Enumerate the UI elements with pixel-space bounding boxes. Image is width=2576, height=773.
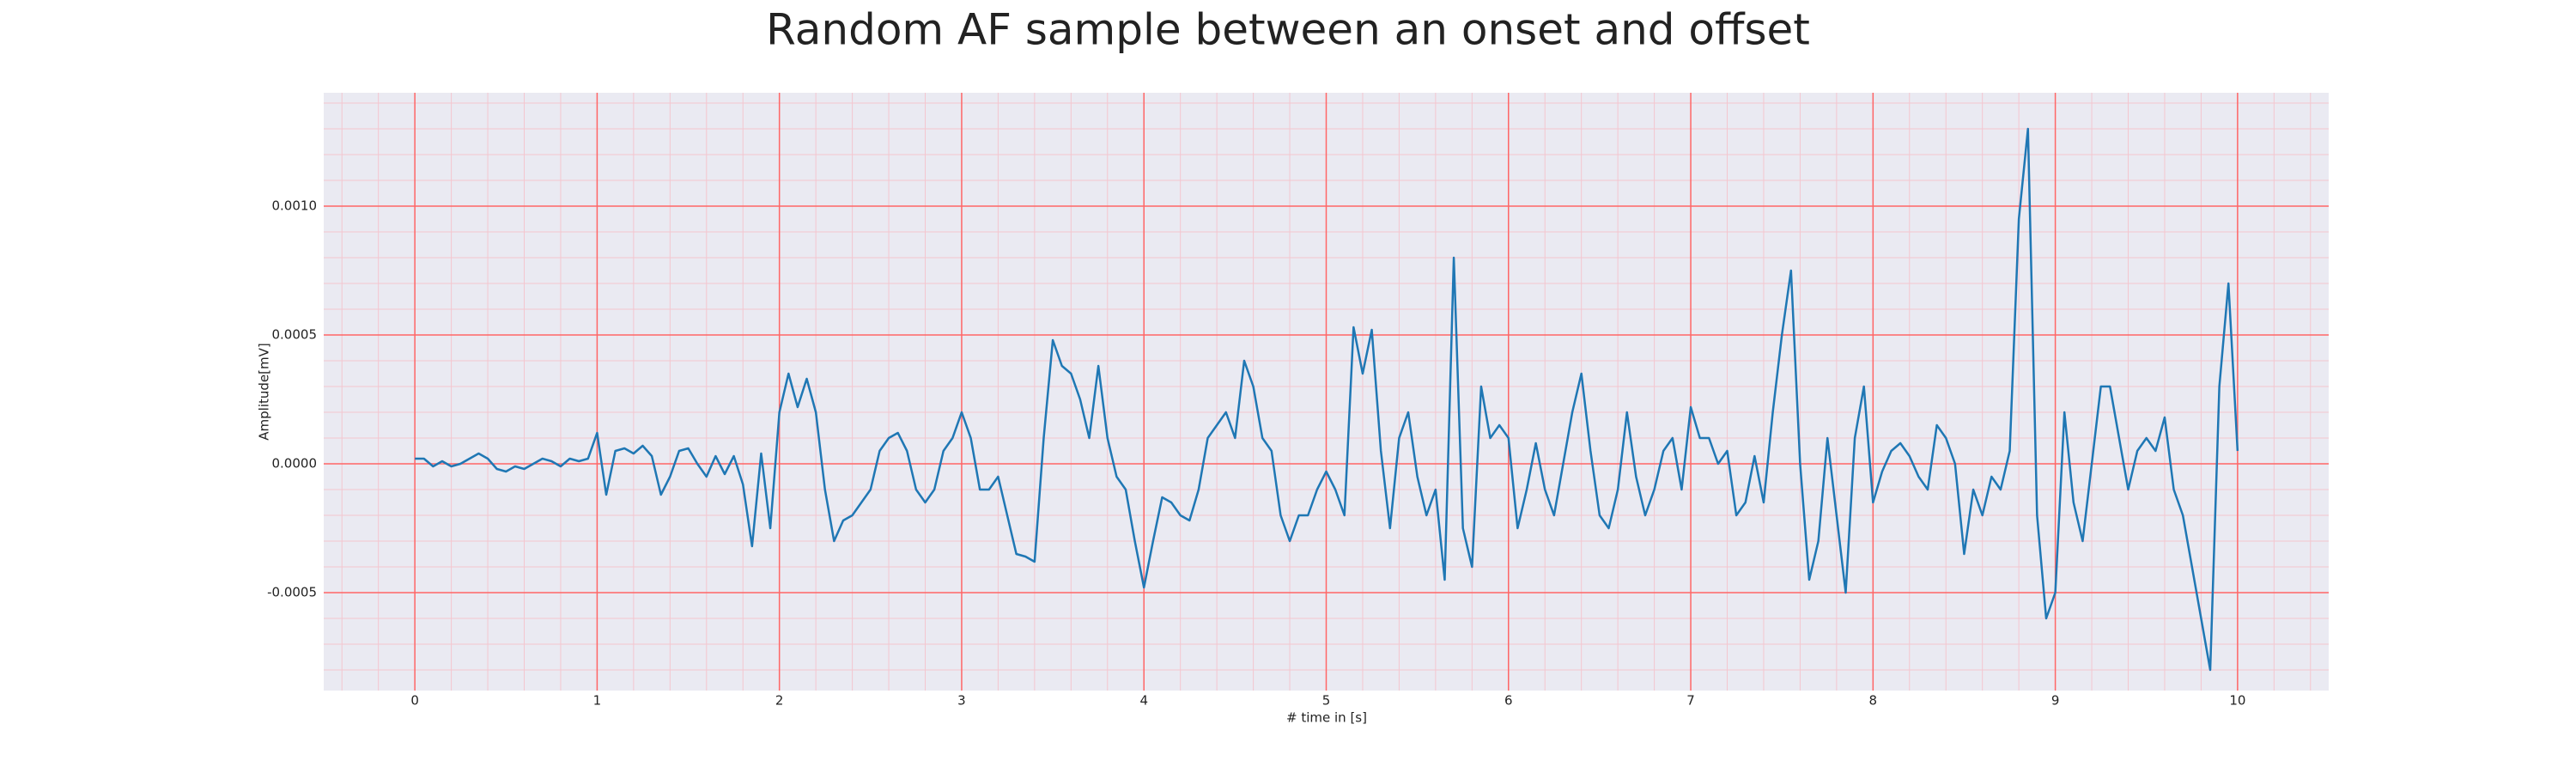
y-tick-label: 0.0010 [272, 198, 318, 214]
x-tick-label: 6 [1504, 693, 1513, 709]
y-axis-label: Amplitude[mV] [257, 343, 272, 440]
x-tick-label: 2 [775, 693, 784, 709]
chart-title: Random AF sample between an onset and of… [766, 5, 1810, 55]
x-tick-label: 5 [1322, 693, 1331, 709]
x-tick-label: 8 [1869, 693, 1878, 709]
x-tick-label: 10 [2229, 693, 2245, 709]
y-tick-label: -0.0005 [267, 585, 317, 600]
y-tick-label: 0.0000 [272, 456, 318, 472]
x-tick-label: 4 [1139, 693, 1148, 709]
x-tick-label: 1 [593, 693, 602, 709]
data-line [415, 127, 2239, 672]
x-tick-label: 7 [1686, 693, 1695, 709]
x-tick-label: 9 [2051, 693, 2060, 709]
y-tick-label: 0.0005 [272, 327, 318, 343]
x-axis-label: # time in [s] [1286, 710, 1367, 726]
x-tick-label: 3 [957, 693, 966, 709]
x-tick-label: 0 [410, 693, 419, 709]
